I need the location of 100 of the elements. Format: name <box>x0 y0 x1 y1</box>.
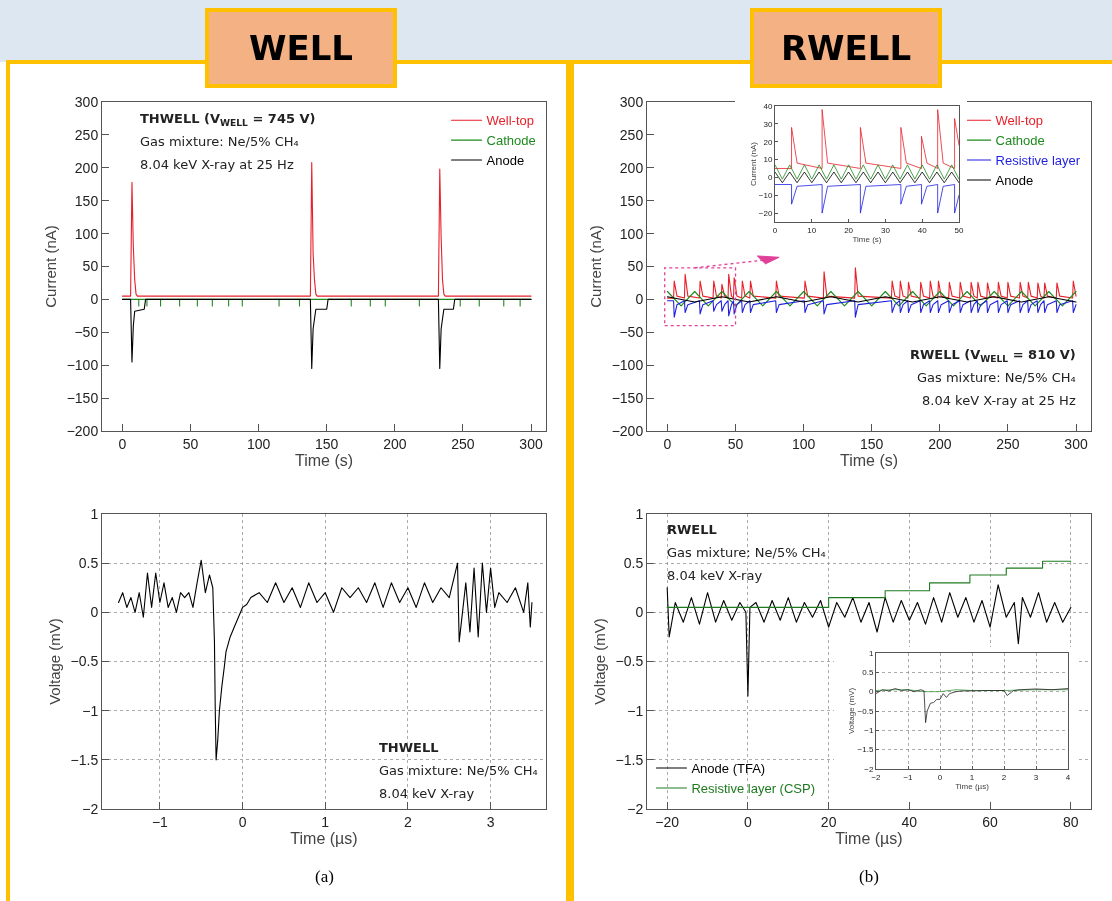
x-tick-label: 0 <box>238 813 247 830</box>
x-tick-label: 30 <box>880 225 891 235</box>
x-tick-label: 2 <box>1001 772 1007 782</box>
y-axis-title: Voltage (mV) <box>590 618 608 705</box>
x-tick-label: 0 <box>118 435 127 452</box>
annotation: Gas mixture: Ne/5% CH₄ <box>379 763 538 778</box>
x-tick-label: 50 <box>954 225 964 235</box>
y-tick-label: −200 <box>611 422 644 439</box>
y-tick-label: 150 <box>619 192 644 209</box>
y-tick-label: −0.5 <box>70 653 99 670</box>
x-tick-label: 100 <box>791 435 816 452</box>
x-tick-label: 150 <box>315 435 339 452</box>
y-axis-title: Voltage (mV) <box>45 618 63 705</box>
legend-label: Resistive layer <box>995 153 1081 169</box>
y-axis-title: Voltage (mV) <box>847 687 857 735</box>
x-tick-label: 1 <box>321 813 330 830</box>
y-tick-label: −1 <box>627 702 644 719</box>
x-tick-label: −20 <box>655 813 680 830</box>
y-tick-label: −1.5 <box>615 751 644 768</box>
y-tick-label: 200 <box>74 159 99 176</box>
y-tick-label: 0 <box>635 291 644 308</box>
annotation: 8.04 keV X-ray <box>667 568 763 583</box>
text: (b) <box>859 867 879 886</box>
x-tick-label: 10 <box>807 225 817 235</box>
annotation: THWELL <box>379 740 439 755</box>
y-tick-label: 300 <box>74 93 99 110</box>
x-tick-label: 50 <box>182 435 199 452</box>
y-tick-label: 0 <box>767 173 773 183</box>
x-axis-title: Time (µs) <box>290 830 358 848</box>
x-axis-title: Time (s) <box>839 452 899 470</box>
y-tick-label: 1 <box>90 505 99 522</box>
y-tick-label: −100 <box>66 357 99 374</box>
y-tick-label: 0.5 <box>623 555 644 572</box>
x-tick-label: 2 <box>404 813 413 830</box>
y-tick-label: −100 <box>611 357 644 374</box>
y-axis-title: Current (nA) <box>41 225 59 308</box>
x-tick-label: 20 <box>844 225 854 235</box>
x-tick-label: 300 <box>519 435 543 452</box>
annotation: Gas mixture: Ne/5% CH₄ <box>917 370 1076 385</box>
annotation: 8.04 keV X-ray at 25 Hz <box>140 157 294 172</box>
x-axis-title: Time (µs) <box>835 830 903 848</box>
y-tick-label: 20 <box>763 137 773 147</box>
line-series <box>775 109 959 169</box>
y-tick-label: 250 <box>74 126 99 143</box>
chart-title: RWELL <box>750 8 942 88</box>
annotation: Gas mixture: Ne/5% CH₄ <box>667 545 826 560</box>
y-tick-label: 200 <box>619 159 644 176</box>
legend-label: Cathode <box>995 133 1045 149</box>
y-tick-label: 150 <box>74 192 99 209</box>
text: (a) <box>315 867 334 886</box>
x-axis-title: Time (µs) <box>955 781 990 791</box>
y-tick-label: 300 <box>619 93 644 110</box>
y-tick-label: 50 <box>82 258 99 275</box>
y-tick-label: −50 <box>74 324 99 341</box>
x-tick-label: 0 <box>663 435 672 452</box>
y-tick-label: 50 <box>627 258 644 275</box>
y-tick-label: −1 <box>864 726 874 736</box>
x-tick-label: 3 <box>1033 772 1039 782</box>
x-tick-label: 250 <box>996 435 1020 452</box>
y-tick-label: 10 <box>763 155 773 165</box>
x-axis-title: Time (s) <box>852 234 882 244</box>
y-tick-label: −150 <box>611 390 644 406</box>
x-tick-label: 200 <box>383 435 407 452</box>
legend-label: Resistive layer (CSP) <box>691 781 815 797</box>
x-tick-label: 0 <box>744 813 753 830</box>
y-tick-label: 0 <box>868 687 874 697</box>
y-tick-label: −200 <box>66 422 99 439</box>
x-tick-label: 40 <box>917 225 928 235</box>
annotation: RWELL (V$_{WELL}$ = 810 V) <box>910 347 1076 364</box>
x-tick-label: 20 <box>820 813 837 830</box>
y-tick-label: 0.5 <box>862 668 874 678</box>
legend-label: Well-top <box>995 113 1044 129</box>
x-tick-label: 60 <box>982 813 999 830</box>
x-tick-label: 300 <box>1064 435 1088 452</box>
x-tick-label: −1 <box>903 772 914 782</box>
x-tick-label: 200 <box>928 435 952 452</box>
y-tick-label: −0.5 <box>615 653 644 670</box>
x-tick-label: 50 <box>727 435 744 452</box>
line-series <box>876 688 1068 723</box>
y-axis-title: Current (nA) <box>748 141 758 187</box>
y-tick-label: −2 <box>864 764 874 774</box>
y-tick-label: 1 <box>868 648 874 658</box>
x-tick-label: 40 <box>901 813 918 830</box>
y-tick-label: 1 <box>635 505 644 522</box>
y-tick-label: −50 <box>619 324 644 341</box>
y-tick-label: −2 <box>627 800 644 817</box>
y-tick-label: −10 <box>758 191 773 201</box>
y-tick-label: 0 <box>90 291 99 308</box>
y-tick-label: 30 <box>763 119 773 129</box>
line-series <box>117 559 533 761</box>
x-tick-label: −1 <box>151 813 169 830</box>
legend-label: Anode (TFA) <box>691 761 766 777</box>
chart-title: WELL <box>205 8 397 88</box>
x-tick-label: 3 <box>486 813 495 830</box>
annotation: RWELL <box>667 522 717 537</box>
y-tick-label: 40 <box>763 101 773 111</box>
legend-label: Cathode <box>486 133 536 149</box>
y-tick-label: −0.5 <box>857 706 874 716</box>
y-tick-label: 0 <box>635 604 644 621</box>
x-tick-label: 1 <box>969 772 975 782</box>
